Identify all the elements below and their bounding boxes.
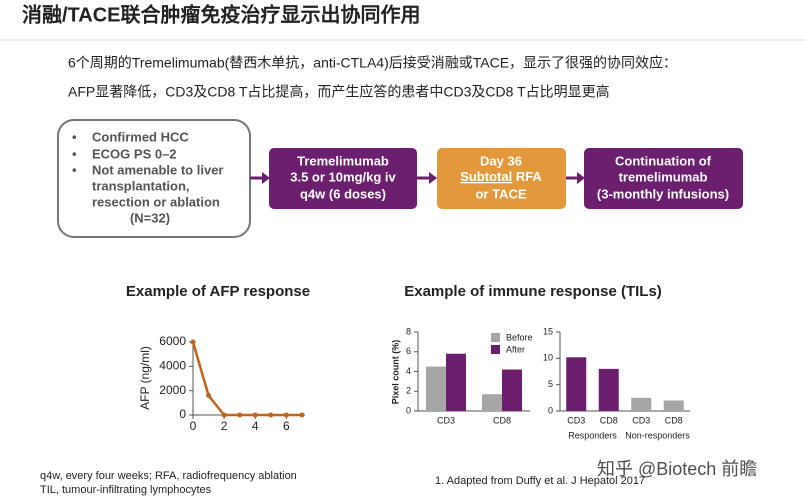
- y-tick-label: 8: [406, 326, 411, 336]
- y-tick-label: 4: [406, 366, 411, 376]
- step-line: or TACE: [475, 186, 526, 201]
- x-tick-label: CD8: [493, 415, 511, 425]
- bar: [631, 397, 652, 411]
- x-tick-label: CD3: [437, 415, 455, 425]
- eligibility-line: transplantation,: [92, 178, 190, 193]
- x-tick-label: CD8: [600, 415, 618, 425]
- y-tick-label: 2000: [159, 383, 186, 397]
- eligibility-note: (N=32): [130, 210, 170, 225]
- y-tick-label: 0: [548, 405, 553, 415]
- chart-title: Example of immune response (TILs): [404, 283, 662, 300]
- bullet: •: [72, 129, 77, 144]
- step-line: Continuation of: [615, 153, 712, 168]
- eligibility-line: resection or ablation: [92, 194, 220, 209]
- data-point: [206, 393, 212, 399]
- y-tick-label: 2: [406, 386, 411, 396]
- step-line: Subtotal RFA: [460, 169, 542, 184]
- step-line: Day 36: [480, 153, 522, 168]
- footnote: TIL, tumour-infiltrating lymphocytes: [40, 484, 212, 496]
- legend-label: Before: [506, 332, 533, 342]
- bar: [566, 357, 587, 411]
- y-tick-label: 0: [179, 407, 186, 421]
- bar: [663, 400, 684, 411]
- x-tick-label: CD3: [632, 415, 650, 425]
- y-tick-label: 0: [406, 405, 411, 415]
- footnote: q4w, every four weeks; RFA, radiofrequen…: [40, 470, 297, 482]
- step-line: (3-monthly infusions): [597, 186, 729, 201]
- step-box: [269, 148, 417, 209]
- y-axis-label: Pixel count (%): [390, 340, 400, 405]
- y-axis-label: AFP (ng/ml): [138, 346, 152, 410]
- intro-line: 6个周期的Tremelimumab(替西木单抗，anti-CTLA4)后接受消融…: [68, 55, 677, 71]
- step-word: RFA: [516, 169, 543, 184]
- underlined-word: Subtotal: [460, 169, 512, 184]
- arrow-head: [262, 172, 270, 184]
- bar: [426, 366, 446, 411]
- step-line: Tremelimumab: [297, 153, 389, 168]
- x-tick-label: CD3: [567, 415, 585, 425]
- x-tick-label: CD8: [665, 415, 683, 425]
- data-point: [252, 412, 258, 418]
- data-point: [268, 412, 274, 418]
- data-point: [221, 412, 227, 418]
- y-tick-label: 6000: [159, 334, 186, 348]
- step-line: q4w (6 doses): [300, 186, 386, 201]
- eligibility-line: Confirmed HCC: [92, 129, 189, 144]
- slide-title: 消融/TACE联合肿瘤免疫治疗显示出协同作用: [22, 2, 421, 26]
- x-tick-label: 0: [190, 419, 197, 433]
- arrow-head: [429, 172, 437, 184]
- data-line: [191, 341, 302, 417]
- step-box: [437, 148, 566, 209]
- y-tick-label: 6: [406, 346, 411, 356]
- step-line: 3.5 or 10mg/kg iv: [290, 169, 396, 184]
- bar: [502, 369, 522, 411]
- data-point: [190, 339, 196, 345]
- watermark: 知乎 @Biotech 前瞻: [597, 459, 757, 479]
- legend-label: After: [506, 344, 525, 354]
- legend-swatch: [491, 333, 500, 342]
- arrow-head: [577, 172, 585, 184]
- y-tick-label: 5: [548, 379, 553, 389]
- eligibility-line: Not amenable to liver: [92, 162, 223, 177]
- data-point: [299, 412, 305, 418]
- bar: [482, 394, 502, 411]
- bar: [446, 353, 466, 411]
- y-tick-label: 10: [543, 353, 553, 363]
- x-tick-label: 6: [283, 419, 290, 433]
- reference: 1. Adapted from Duffy et al. J Hepatol 2…: [435, 475, 645, 487]
- data-point: [283, 412, 289, 418]
- bullet: •: [72, 146, 77, 161]
- data-point: [237, 412, 243, 418]
- step-line: tremelimumab: [619, 169, 708, 184]
- y-tick-label: 15: [543, 326, 553, 336]
- chart-title: Example of AFP response: [126, 283, 310, 300]
- intro-line: AFP显著降低，CD3及CD8 T占比提高，而产生应答的患者中CD3及CD8 T…: [68, 84, 610, 100]
- x-tick-label: 4: [252, 419, 259, 433]
- group-label: Responders: [568, 430, 617, 440]
- group-label: Non-responders: [625, 430, 690, 440]
- x-tick-label: 2: [221, 419, 228, 433]
- eligibility-line: ECOG PS 0–2: [92, 146, 177, 161]
- bar: [598, 368, 619, 411]
- bullet: •: [72, 162, 77, 177]
- step-box: [584, 148, 743, 209]
- y-tick-label: 4000: [159, 359, 186, 373]
- legend-swatch: [491, 345, 500, 354]
